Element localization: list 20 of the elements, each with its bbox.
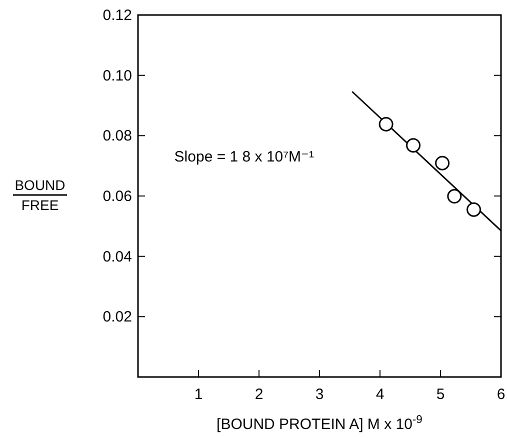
x-axis-title: [BOUND PROTEIN A] M x 10$^{-9}$	[216, 414, 422, 433]
x-tick-label: 5	[436, 386, 445, 403]
annotation: Slope = 1 8 x 10⁷M⁻¹	[174, 148, 314, 166]
point	[406, 138, 421, 153]
y-tick-label: 0.10	[102, 67, 132, 84]
x-tick-label: 6	[496, 386, 506, 403]
x-tick-label: 4	[376, 386, 384, 403]
x-tick-label: 2	[254, 386, 264, 403]
x-tick-label: 1	[194, 386, 203, 403]
y-tick-label: 0.04	[102, 248, 132, 266]
point	[447, 189, 462, 204]
point	[378, 116, 394, 132]
point	[466, 202, 482, 217]
y-tick-label: 0.02	[102, 308, 132, 326]
y-tick-label: 0.06	[102, 188, 132, 205]
y-axis-title: BOUND FREE	[14, 177, 66, 213]
point	[435, 156, 450, 170]
y-tick-label: 0.12	[102, 7, 132, 24]
x-tick-label: 3	[315, 386, 324, 403]
y-tick-label: 0.08	[102, 128, 132, 145]
